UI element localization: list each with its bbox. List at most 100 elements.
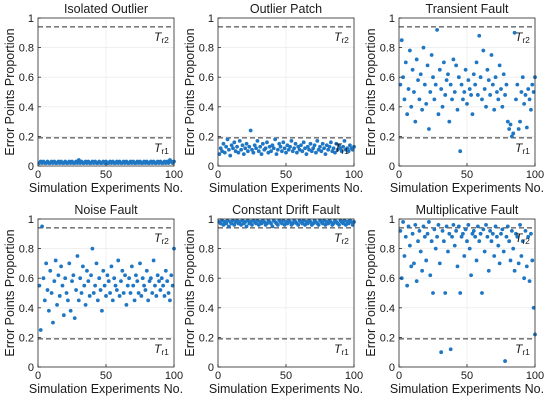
data-point	[433, 82, 438, 87]
data-point	[454, 63, 459, 68]
data-point	[469, 273, 473, 278]
data-point	[495, 90, 499, 94]
data-point	[139, 294, 144, 298]
data-point	[446, 249, 450, 254]
data-point	[448, 82, 453, 87]
data-point	[326, 147, 331, 152]
data-point	[339, 149, 344, 154]
threshold-label-r1: Tr1	[515, 342, 530, 357]
ytick-label: 0	[208, 362, 214, 374]
data-point	[465, 101, 469, 106]
data-point	[101, 268, 106, 273]
data-point	[403, 234, 408, 239]
data-point	[86, 279, 91, 284]
data-point	[432, 97, 437, 102]
data-point	[44, 261, 49, 266]
threshold-label-r2: Tr2	[515, 30, 530, 45]
data-point	[511, 131, 516, 136]
data-point	[119, 279, 123, 284]
data-point	[440, 104, 445, 109]
data-point	[416, 78, 420, 83]
data-point	[148, 276, 153, 281]
data-point	[413, 119, 418, 124]
data-point	[435, 27, 439, 32]
data-point	[350, 147, 355, 152]
data-point	[522, 276, 527, 281]
data-point	[59, 264, 64, 269]
data-point	[218, 146, 223, 151]
data-point	[144, 268, 149, 273]
data-point	[72, 316, 77, 321]
data-point	[225, 137, 230, 142]
data-point	[116, 258, 121, 263]
data-point	[221, 141, 226, 146]
ytick-label: 0.4	[19, 102, 34, 114]
ytick-label: 1	[389, 214, 395, 226]
data-point	[418, 72, 423, 77]
data-point	[474, 60, 479, 65]
data-point	[275, 147, 280, 152]
data-point	[410, 67, 415, 72]
data-point	[505, 224, 510, 229]
data-point	[409, 104, 414, 109]
xtick-label: 100	[165, 169, 183, 181]
data-point	[270, 224, 275, 229]
threshold-label-r2: Tr2	[334, 231, 349, 246]
ytick-label: 1	[28, 13, 34, 25]
ytick-label: 0.2	[19, 131, 34, 143]
data-point	[486, 78, 491, 83]
data-point	[511, 246, 516, 251]
data-point	[328, 140, 333, 145]
data-point	[417, 228, 422, 233]
threshold-label-r2: Tr2	[154, 231, 169, 246]
data-point	[500, 104, 505, 109]
data-point	[524, 125, 529, 130]
data-point	[444, 224, 449, 229]
data-point	[290, 149, 295, 154]
data-point	[508, 122, 513, 127]
y-axis-label: Error Points Proportion	[3, 28, 17, 155]
data-point	[309, 149, 314, 154]
data-point	[443, 93, 448, 97]
data-point	[473, 82, 478, 87]
data-point	[319, 149, 324, 154]
data-point	[508, 258, 513, 263]
data-point	[414, 279, 419, 284]
data-point	[124, 302, 129, 307]
data-point	[323, 152, 328, 157]
data-point	[140, 276, 145, 281]
data-point	[138, 261, 142, 266]
data-point	[247, 144, 252, 149]
data-point	[154, 294, 159, 298]
data-point	[416, 239, 420, 244]
data-point	[231, 146, 235, 151]
data-point	[413, 223, 418, 227]
data-point	[437, 261, 442, 266]
ytick-label: 0.6	[19, 273, 34, 285]
data-point	[51, 320, 55, 325]
data-point	[60, 283, 65, 288]
ytick-label: 0.2	[380, 332, 395, 344]
data-point	[509, 228, 514, 233]
data-point	[499, 87, 503, 91]
data-point	[90, 246, 95, 251]
ytick-label: 0.8	[199, 244, 214, 256]
xtick-label: 100	[345, 169, 363, 181]
data-point	[52, 279, 57, 284]
data-point	[93, 283, 98, 288]
xtick-label: 100	[165, 370, 183, 382]
data-point	[150, 291, 155, 295]
data-point	[470, 231, 475, 236]
data-point	[518, 119, 522, 124]
data-point	[527, 279, 532, 284]
data-point	[128, 291, 133, 295]
data-point	[403, 60, 408, 65]
data-point	[455, 107, 460, 112]
data-point	[284, 150, 288, 155]
data-point	[61, 313, 66, 318]
data-point	[398, 82, 403, 87]
data-point	[431, 291, 435, 295]
data-point	[456, 75, 461, 80]
data-point	[514, 231, 518, 236]
data-point	[113, 283, 118, 288]
